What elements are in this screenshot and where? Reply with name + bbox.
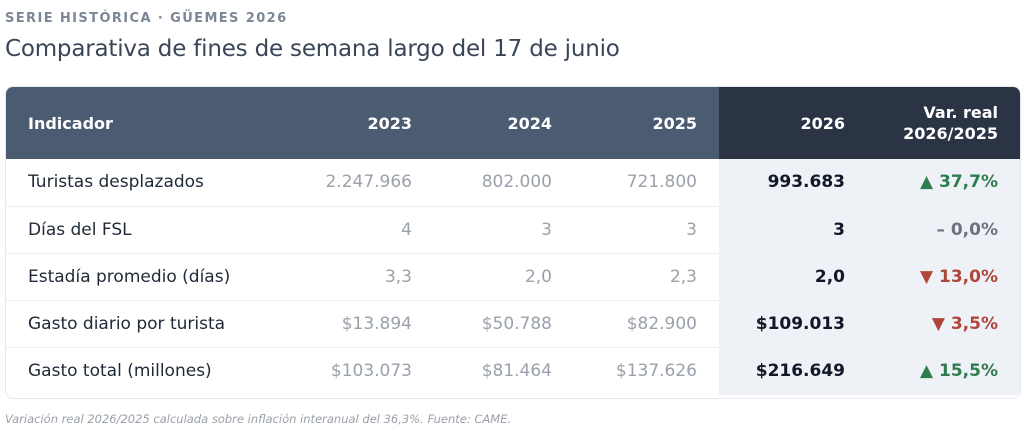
header-variation-line1: Var. real [923,103,998,122]
cell-2023: $103.073 [286,346,434,395]
cell-2023: $13.894 [286,299,434,347]
cell-2025: 721.800 [626,172,697,193]
header-indicator: Indicador [6,87,286,159]
header-variation-line2: 2026/2025 [903,124,998,143]
footnote: Variación real 2026/2025 calculada sobre… [5,412,512,426]
cell-variation: ▲ 37,7% [867,159,1020,206]
table-row: Turistas desplazados 2.247.966 802.000 7… [6,159,1020,206]
table-row: Días del FSL 4 3 3 3 – 0,0% [6,205,1020,253]
row-label: Gasto diario por turista [6,299,286,347]
cell-variation: ▼ 3,5% [867,299,1020,347]
row-label: Turistas desplazados [28,172,204,193]
header-2026: 2026 [719,87,867,159]
table-row: Estadía promedio (días) 3,3 2,0 2,3 2,0 … [6,252,1020,300]
header-2023: 2023 [286,87,434,159]
table-row: Gasto total (millones) $103.073 $81.464 … [6,346,1020,395]
cell-variation: – 0,0% [867,205,1020,253]
cell-variation: ▼ 13,0% [867,252,1020,300]
table-header-row: Indicador 2023 2024 2025 2026 Var. real 2… [6,87,1020,159]
cell-2023: 4 [286,205,434,253]
cell-2024: 2,0 [434,252,574,300]
cell-2026: $109.013 [719,299,867,347]
cell-2026: $216.649 [719,346,867,395]
comparison-table: Indicador 2023 2024 2025 2026 Var. real 2… [5,86,1021,399]
cell-2025: 3 [574,205,719,253]
table-row: Gasto diario por turista $13.894 $50.788… [6,299,1020,347]
cell-2024: 3 [434,205,574,253]
cell-2025: $82.900 [574,299,719,347]
cell-variation: ▲ 15,5% [867,346,1020,395]
page-title: Comparativa de fines de semana largo del… [5,36,620,62]
cell-2026: 3 [719,205,867,253]
row-label: Estadía promedio (días) [6,252,286,300]
cell-2026: 993.683 [719,159,867,206]
cell-2024: $50.788 [434,299,574,347]
header-variation: Var. real 2026/2025 [867,87,1020,159]
cell-2024: 802.000 [481,172,552,193]
row-label: Gasto total (millones) [6,346,286,395]
header-2024: 2024 [434,87,574,159]
cell-2023: 3,3 [286,252,434,300]
cell-2026: 2,0 [719,252,867,300]
cell-2024: $81.464 [434,346,574,395]
header-2025: 2025 [574,87,719,159]
eyebrow-label: SERIE HISTÓRICA · GÜEMES 2026 [5,11,288,26]
cell-2025: 2,3 [574,252,719,300]
cell-2025: $137.626 [574,346,719,395]
cell-2023: 2.247.966 [325,172,412,193]
row-label: Días del FSL [6,205,286,253]
